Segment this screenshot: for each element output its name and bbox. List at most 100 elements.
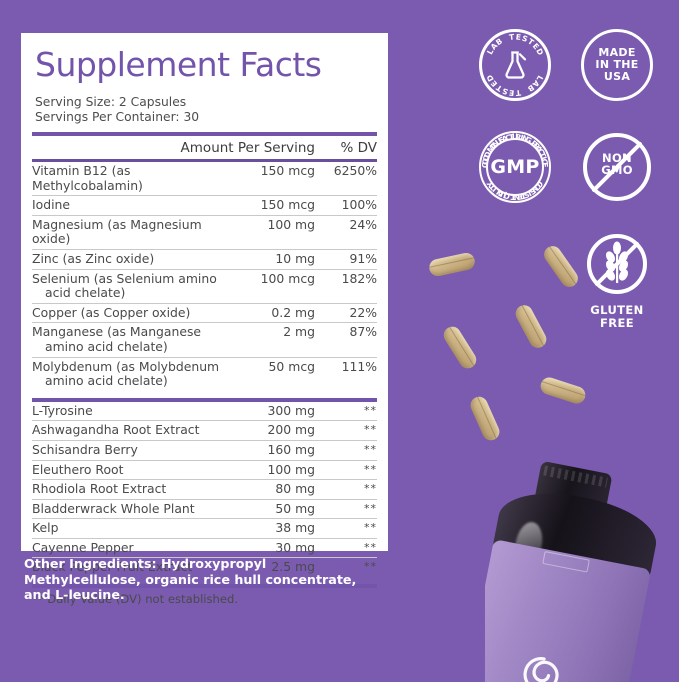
table-row: Zinc (as Zinc oxide) 10 mg 91%	[32, 250, 377, 269]
header-amount-per-serving: Amount Per Serving	[180, 140, 315, 156]
table-row: Magnesium (as Magnesium oxide) 100 mg 24%	[32, 216, 377, 249]
nutrient-name: Iodine	[32, 197, 71, 213]
gmp-abbr: GMP	[490, 155, 540, 178]
nutrient-amount: 10 mg	[275, 250, 315, 266]
ring-char: E	[540, 162, 550, 168]
nutrient-name: Vitamin B12 (as Methylcobalamin)	[32, 163, 143, 193]
nutrient-name: Zinc (as Zinc oxide)	[32, 250, 155, 266]
non-gmo-line1: NON	[602, 151, 632, 165]
nutrient-daily-value: 111%	[341, 358, 377, 374]
row-divider	[32, 214, 377, 216]
nutrient-amount: 100 mcg	[260, 270, 315, 286]
serving-size: Serving Size: 2 Capsules	[35, 95, 187, 109]
capsule	[538, 375, 588, 406]
table-row: Manganese (as Manganese amino acid chelat…	[32, 323, 377, 356]
table-row: Eleuthero Root 100 mg **	[32, 461, 377, 480]
supplement-facts-card: Supplement Facts Serving Size: 2 Capsule…	[21, 33, 388, 606]
nutrient-amount: 300 mg	[267, 402, 315, 418]
nutrient-amount: 50 mg	[275, 500, 315, 516]
nutrient-amount: 100 mg	[267, 216, 315, 232]
row-divider	[32, 322, 377, 324]
table-header-row: Amount Per Serving % DV	[32, 136, 377, 159]
flask-icon	[505, 51, 527, 79]
table-row: Molybdenum (as Molybdenum amino acid chel…	[32, 358, 377, 391]
nutrient-name-continuation: amino acid chelate)	[45, 338, 168, 354]
badge-made-in-usa: MADE IN THE USA	[581, 29, 653, 101]
nutrient-amount: 30 mg	[275, 539, 315, 555]
divider-thick-bottom	[32, 584, 377, 589]
nutrient-name: Molybdenum (as Molybdenum amino acid chel…	[32, 359, 237, 389]
product-bottle: soothe PREMIUM THYROID SUPPORT	[485, 452, 679, 682]
nutrient-name: Kelp	[32, 520, 59, 536]
wheat-no-slash-icon	[587, 234, 647, 294]
nutrient-amount: 0.2 mg	[271, 304, 315, 320]
row-divider	[32, 420, 377, 422]
nutrient-name: Eleuthero Root	[32, 461, 124, 477]
table-row: L-Tyrosine 300 mg **	[32, 402, 377, 421]
made-in-usa-line3: USA	[603, 69, 631, 83]
made-in-usa-line1: MADE	[598, 46, 636, 60]
table-row: Selenium (as Selenium amino acid chelate)…	[32, 270, 377, 303]
nutrient-daily-value: 22%	[349, 304, 377, 320]
nutrient-daily-value: 91%	[349, 250, 377, 266]
nutrient-name: Ashwagandha Root Extract	[32, 422, 200, 438]
nutrient-name-continuation: acid chelate)	[45, 285, 126, 301]
table-row: Ashwagandha Root Extract 200 mg **	[32, 421, 377, 440]
nutrient-amount: 38 mg	[275, 520, 315, 536]
nutrient-name: Manganese (as Manganese amino acid chelat…	[32, 324, 237, 354]
nutrient-amount: 160 mg	[267, 441, 315, 457]
nutrient-amount: 150 mcg	[260, 197, 315, 213]
nutrient-amount: 50 mcg	[268, 358, 315, 374]
row-divider	[32, 537, 377, 539]
table-row: Copper (as Copper oxide) 0.2 mg 22%	[32, 304, 377, 323]
nutrient-amount: 150 mcg	[260, 163, 315, 178]
row-divider	[32, 356, 377, 358]
table-row: Black Pepper Fruit Extract 2.5 mg **	[32, 558, 377, 577]
botanical-table: L-Tyrosine 300 mg ** Ashwagandha Root Extra…	[32, 402, 377, 577]
table-row: Iodine 150 mcg 100%	[32, 196, 377, 215]
nutrient-name: Bladderwrack Whole Plant	[32, 500, 195, 516]
nutrient-daily-value: **	[364, 501, 377, 515]
nutrient-daily-value: **	[364, 462, 377, 476]
row-divider	[32, 195, 377, 197]
non-gmo-line2: GMO	[601, 163, 633, 178]
nutrient-daily-value: **	[364, 521, 377, 535]
row-divider	[32, 302, 377, 304]
nutrient-amount: 2 mg	[283, 324, 315, 340]
nutrient-daily-value: **	[364, 482, 377, 496]
table-row: Bladderwrack Whole Plant 50 mg **	[32, 500, 377, 519]
capsule	[440, 323, 480, 372]
table-row: Vitamin B12 (as Methylcobalamin) 150 mcg 6…	[32, 162, 377, 195]
row-divider	[32, 557, 377, 559]
table-row: Kelp 38 mg **	[32, 519, 377, 538]
row-divider	[32, 439, 377, 441]
nutrient-daily-value: **	[364, 560, 377, 574]
row-divider	[32, 479, 377, 481]
nutrient-name: Magnesium (as Magnesium oxide)	[32, 216, 202, 247]
nutrient-daily-value: **	[364, 540, 377, 554]
capsule	[427, 251, 477, 278]
divider-section-split	[32, 397, 377, 402]
no-slash-circle-icon	[583, 133, 651, 201]
capsule	[540, 242, 582, 291]
nutrient-amount: 2.5 mg	[271, 559, 315, 575]
nutrient-name: Copper (as Copper oxide)	[32, 304, 191, 320]
row-divider	[32, 459, 377, 461]
row-divider	[32, 268, 377, 270]
nutrient-name: Cayenne Pepper	[32, 539, 134, 555]
nutrient-name-continuation: amino acid chelate)	[45, 373, 168, 389]
nutrient-table: Vitamin B12 (as Methylcobalamin) 150 mcg 6…	[32, 162, 377, 391]
ring-char: T	[515, 88, 522, 98]
nutrient-amount: 200 mg	[267, 422, 315, 438]
capsule	[467, 394, 503, 443]
ring-char: U	[511, 132, 519, 142]
nutrient-name: Schisandra Berry	[32, 441, 138, 457]
nutrient-name: Black Pepper Fruit Extract	[32, 559, 193, 575]
table-row: Cayenne Pepper 30 mg **	[32, 539, 377, 558]
gluten-free-line1: GLUTEN	[590, 303, 644, 317]
page-title: Supplement Facts	[35, 45, 322, 84]
nutrient-name: Selenium (as Selenium amino acid chelate)	[32, 271, 237, 301]
nutrient-amount: 80 mg	[275, 481, 315, 497]
